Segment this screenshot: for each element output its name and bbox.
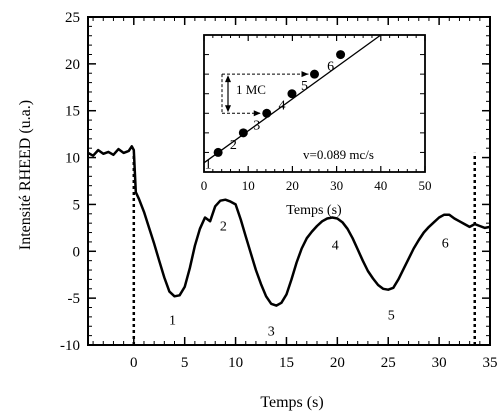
inset-x-tick-label: 50	[419, 178, 432, 193]
y-tick-label: 10	[65, 151, 80, 167]
y-tick-label: 20	[65, 57, 80, 73]
x-tick-label: 5	[181, 355, 189, 371]
inset-data-point	[238, 128, 248, 138]
inset-data-point	[336, 50, 346, 60]
y-tick-label: 0	[73, 244, 81, 260]
y-tick-label: -10	[60, 338, 80, 354]
extremum-label: 4	[332, 238, 339, 253]
y-tick-label: 25	[65, 10, 80, 26]
extremum-label: 6	[442, 237, 449, 252]
inset-mc-arrowhead-down	[225, 105, 231, 113]
inset-arrowhead-bottom	[253, 110, 261, 117]
x-tick-label: 35	[483, 355, 498, 371]
inset-velocity-annotation: v=0.089 mc/s	[303, 147, 374, 162]
inset-x-tick-label: 30	[330, 178, 343, 193]
inset-fit-line	[203, 34, 382, 164]
y-axis-title: Intensité RHEED (u.a.)	[17, 100, 34, 250]
inset-x-tick-label: 10	[242, 178, 255, 193]
x-tick-label: 30	[432, 355, 447, 371]
inset-data-point	[287, 89, 297, 99]
x-tick-label: 25	[381, 355, 396, 371]
extremum-label: 5	[388, 309, 395, 324]
y-tick-label: 5	[73, 197, 81, 213]
rheed-intensity-line	[87, 145, 491, 307]
inset-point-label: 4	[278, 99, 285, 114]
extremum-label: 2	[220, 220, 227, 235]
y-tick-label: -5	[68, 291, 81, 307]
inset-data-point	[262, 108, 272, 118]
inset-mc-arrowhead-up	[225, 75, 231, 83]
inset-x-tick-label: 20	[286, 178, 299, 193]
inset-frame	[203, 34, 426, 173]
inset-x-tick-label: 0	[201, 178, 208, 193]
inset-mc-annotation: 1 MC	[236, 82, 266, 97]
extremum-label: 1	[169, 313, 176, 328]
inset-point-label: 5	[301, 79, 308, 94]
x-tick-label: 15	[279, 355, 294, 371]
inset-data-point	[213, 147, 223, 157]
inset-point-label: 3	[253, 118, 260, 133]
x-axis-title: Temps (s)	[260, 394, 323, 411]
x-tick-label: 20	[330, 355, 345, 371]
inset-point-label: 1	[205, 157, 212, 172]
extremum-label: 3	[268, 325, 275, 340]
inset-point-label: 6	[327, 60, 334, 75]
x-tick-label: 10	[228, 355, 243, 371]
inset-arrowhead-top	[301, 71, 309, 78]
inset-x-axis-title: Temps (s)	[286, 203, 342, 218]
inset-data-point	[310, 69, 319, 79]
inset-x-tick-label: 40	[374, 178, 387, 193]
inset-point-label: 2	[230, 138, 237, 153]
main-frame	[87, 16, 491, 346]
inset-plot: 0 10 20 30 40 50 1 2 3 4 5 6	[201, 34, 432, 193]
x-tick-label: 0	[130, 355, 138, 371]
y-tick-label: 15	[65, 104, 80, 120]
